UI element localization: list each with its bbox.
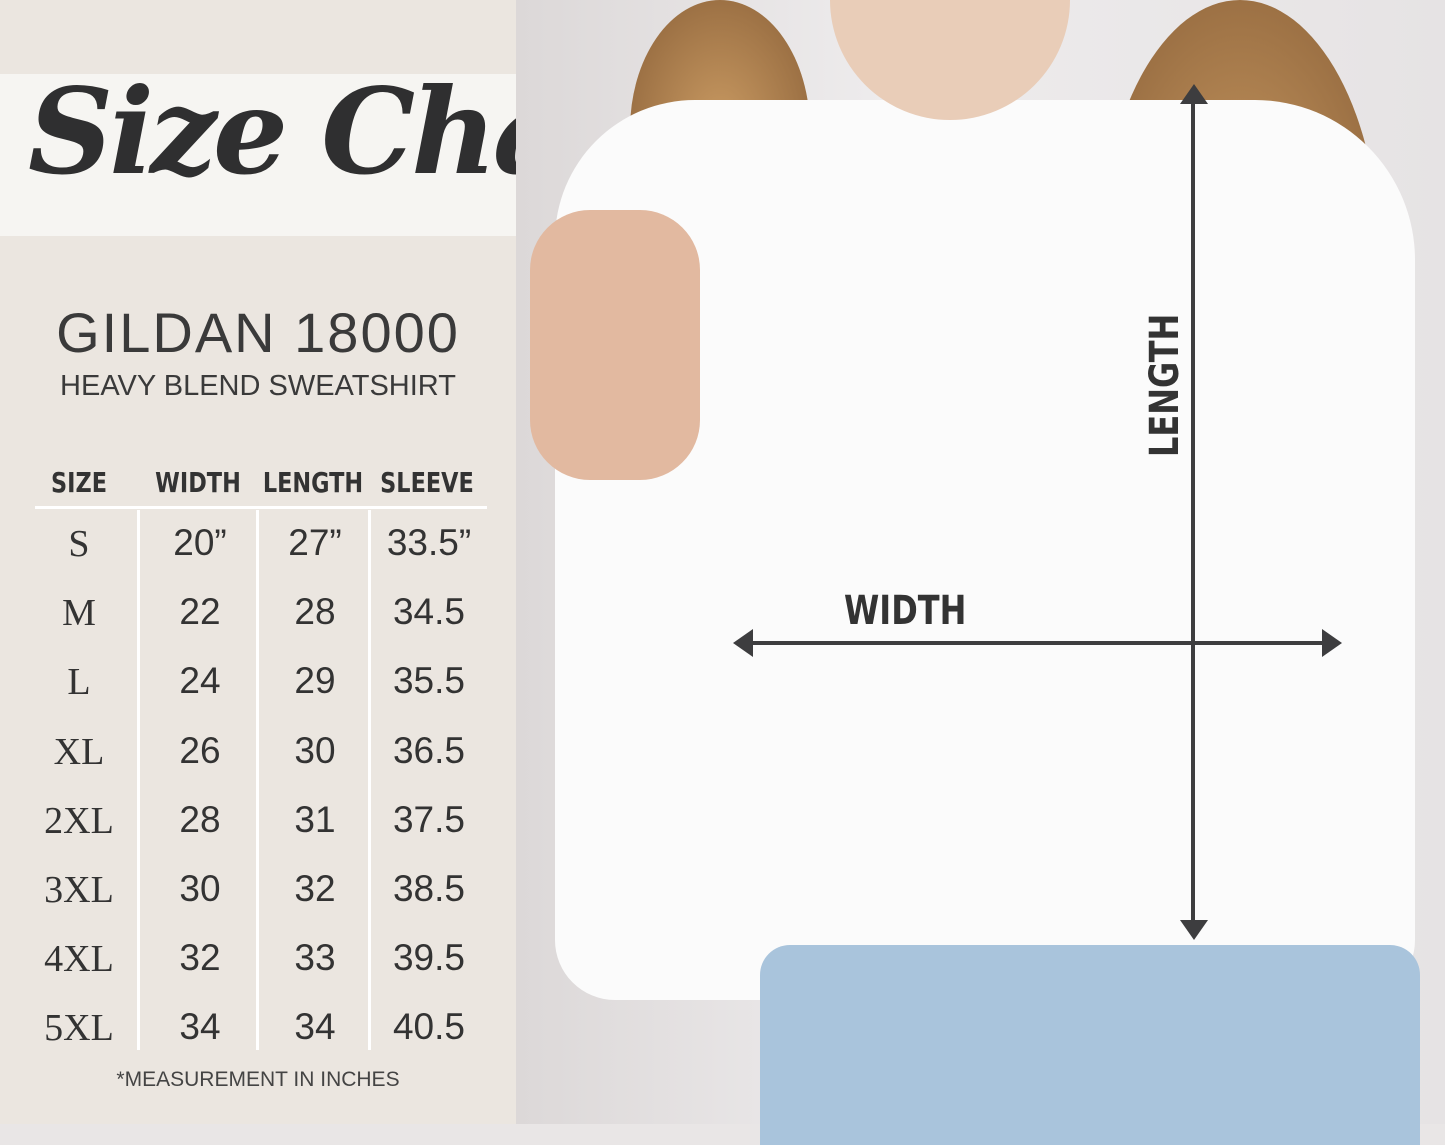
- cell-sleeve: 37.5: [392, 798, 465, 840]
- cell-length: 29: [294, 660, 336, 702]
- cell-length: 34: [294, 1006, 336, 1048]
- column-divider: [256, 510, 259, 1050]
- cell-width: 30: [179, 868, 221, 909]
- column-divider: [368, 510, 371, 1050]
- cell-sleeve: 36.5: [392, 729, 465, 771]
- header-width: WIDTH: [155, 466, 241, 499]
- cell-size: S: [68, 523, 90, 565]
- width-label: WIDTH: [844, 588, 967, 634]
- cell-sleeve: 40.5: [392, 1006, 465, 1048]
- cell-width: 28: [179, 798, 221, 840]
- header-sleeve: SLEEVE: [380, 466, 474, 499]
- cell-size: L: [67, 661, 91, 704]
- cell-size: M: [62, 592, 96, 635]
- cell-size: 4XL: [44, 938, 114, 981]
- cell-width: 20”: [173, 522, 227, 563]
- cell-size: 2XL: [44, 799, 114, 842]
- product-subtitle: HEAVY BLEND SWEATSHIRT: [60, 370, 456, 402]
- cell-length: 31: [294, 798, 336, 840]
- cell-sleeve: 35.5: [392, 660, 465, 702]
- hand: [530, 210, 700, 480]
- title-ribbon: [0, 74, 566, 236]
- width-arrow: [745, 641, 1330, 645]
- column-divider: [137, 510, 140, 1050]
- cell-length: 33: [294, 937, 336, 979]
- cell-sleeve: 34.5: [392, 591, 465, 633]
- cell-width: 32: [179, 937, 221, 979]
- cell-width: 34: [179, 1006, 221, 1048]
- brand-model: GILDAN 18000: [56, 301, 460, 364]
- cell-sleeve: 33.5”: [386, 522, 472, 563]
- jeans: [760, 945, 1420, 1145]
- cell-size: 3XL: [44, 869, 114, 911]
- header-length: LENGTH: [262, 466, 364, 499]
- cell-width: 26: [179, 729, 221, 771]
- cell-width: 24: [179, 660, 221, 702]
- header-divider: [35, 506, 487, 509]
- cell-sleeve: 38.5: [392, 868, 465, 909]
- arrowhead-up-icon: [1180, 84, 1208, 104]
- sweatshirt: [555, 100, 1415, 1000]
- arrowhead-right-icon: [1322, 629, 1342, 657]
- header-size: SIZE: [50, 466, 107, 499]
- cell-size: XL: [53, 730, 105, 773]
- arrowhead-down-icon: [1180, 920, 1208, 940]
- cell-length: 28: [294, 591, 336, 633]
- cell-size: 5XL: [44, 1007, 114, 1050]
- cell-sleeve: 39.5: [392, 937, 465, 979]
- length-label: LENGTH: [1142, 313, 1188, 457]
- measurement-note: *MEASUREMENT IN INCHES: [116, 1068, 400, 1091]
- arrowhead-left-icon: [733, 629, 753, 657]
- length-arrow: [1191, 95, 1195, 930]
- cell-length: 30: [294, 729, 336, 771]
- cell-length: 32: [294, 868, 336, 909]
- cell-width: 22: [179, 591, 221, 633]
- cell-length: 27”: [288, 522, 342, 563]
